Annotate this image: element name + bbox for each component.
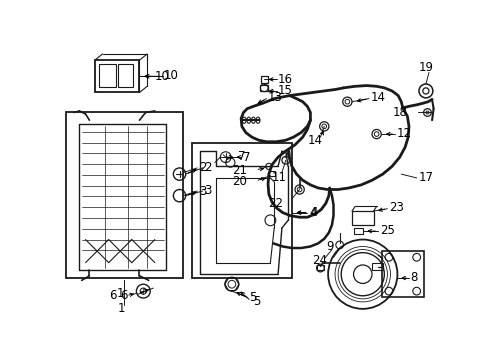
- Text: 14: 14: [307, 134, 322, 147]
- Text: 21: 21: [232, 164, 247, 177]
- Text: 3: 3: [199, 185, 206, 198]
- Bar: [352, 211, 373, 225]
- Text: 19: 19: [418, 61, 434, 74]
- Bar: [372, 263, 383, 270]
- Text: 15: 15: [278, 85, 293, 98]
- Text: 1: 1: [117, 287, 124, 300]
- Text: 10: 10: [164, 69, 179, 82]
- Text: 17: 17: [418, 171, 433, 184]
- Text: 9: 9: [327, 240, 334, 253]
- Bar: [95, 60, 140, 93]
- Text: 4: 4: [309, 206, 317, 219]
- Bar: [192, 143, 292, 278]
- Text: 6: 6: [109, 289, 117, 302]
- Text: 8: 8: [411, 271, 418, 284]
- Bar: [66, 112, 183, 278]
- Text: 1: 1: [117, 302, 125, 315]
- Text: 3: 3: [204, 184, 212, 197]
- Text: 18: 18: [392, 106, 408, 119]
- Text: 6: 6: [120, 289, 127, 302]
- Text: 5: 5: [249, 291, 256, 304]
- Text: 11: 11: [272, 171, 287, 184]
- Text: 10: 10: [155, 70, 170, 83]
- Text: 16: 16: [278, 73, 293, 86]
- Bar: [318, 265, 323, 270]
- Text: 4: 4: [311, 206, 318, 219]
- Text: 25: 25: [380, 224, 394, 237]
- Text: 14: 14: [370, 91, 386, 104]
- Text: 7: 7: [243, 150, 250, 164]
- Text: 2: 2: [199, 161, 206, 175]
- Text: 5: 5: [253, 296, 260, 309]
- Text: 7: 7: [238, 150, 245, 163]
- Text: 12: 12: [397, 127, 412, 140]
- Text: 22: 22: [268, 197, 283, 210]
- Text: 24: 24: [312, 254, 327, 267]
- Text: 13: 13: [268, 91, 283, 104]
- Bar: [261, 76, 268, 83]
- Bar: [260, 85, 268, 91]
- Text: 2: 2: [204, 161, 212, 174]
- Text: 20: 20: [232, 175, 247, 188]
- Bar: [354, 228, 363, 234]
- Bar: [382, 251, 424, 297]
- Bar: [118, 64, 133, 87]
- Text: 23: 23: [389, 202, 404, 215]
- Bar: [98, 64, 116, 87]
- Bar: [269, 171, 275, 176]
